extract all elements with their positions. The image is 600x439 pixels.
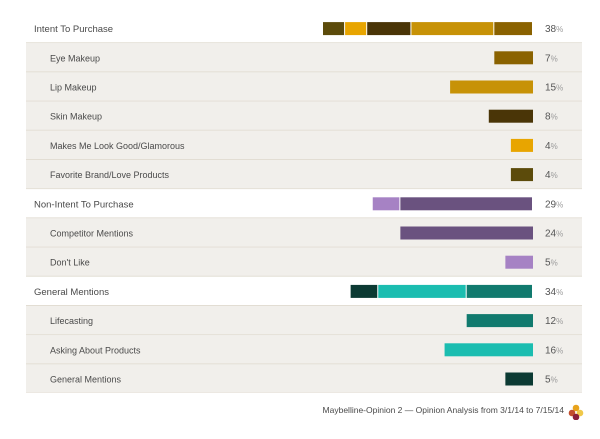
group-label: General Mentions — [34, 287, 109, 298]
bar — [505, 372, 533, 386]
value-number: 5 — [545, 258, 551, 269]
value-number: 5 — [545, 375, 551, 386]
sub-row-background — [26, 43, 582, 73]
logo-dot — [572, 404, 580, 412]
stacked-bar-segment — [494, 22, 532, 36]
value-unit: % — [556, 317, 563, 326]
value-label: 5% — [545, 258, 558, 269]
value-unit: % — [551, 259, 558, 268]
opinion-chart-panel: Intent To Purchase 38% Eye Makeup 7% Lip Mak… — [26, 14, 582, 393]
bar — [450, 80, 533, 94]
value-unit: % — [556, 84, 563, 93]
value-label: 4% — [545, 141, 558, 152]
value-label: 24% — [545, 229, 563, 240]
value-unit: % — [556, 346, 563, 355]
value-label: 8% — [545, 112, 558, 123]
category-label: General Mentions — [50, 375, 122, 385]
logo-dot — [572, 413, 580, 420]
value-unit: % — [556, 288, 563, 297]
value-number: 4 — [545, 170, 551, 181]
value-label: 5% — [545, 375, 558, 386]
sub-row-background — [26, 160, 582, 190]
stacked-bar-segment — [411, 22, 494, 36]
bar — [488, 109, 533, 123]
stacked-bar-segment — [400, 197, 532, 211]
stacked-bar-segment — [367, 22, 411, 36]
value-number: 8 — [545, 112, 551, 123]
value-number: 16 — [545, 345, 557, 356]
value-label: 38% — [545, 24, 563, 35]
stacked-bar-segment — [345, 22, 367, 36]
footer-caption: Maybelline-Opinion 2 — Opinion Analysis … — [322, 405, 564, 415]
value-number: 15 — [545, 83, 557, 94]
stacked-bar-segment — [323, 22, 345, 36]
category-label: Lifecasting — [50, 316, 93, 326]
value-label: 12% — [545, 316, 563, 327]
value-unit: % — [551, 54, 558, 63]
category-label: Eye Makeup — [50, 53, 100, 63]
category-label: Don't Like — [50, 258, 90, 268]
value-label: 4% — [545, 170, 558, 181]
value-unit: % — [551, 113, 558, 122]
value-unit: % — [556, 25, 563, 34]
value-label: 16% — [545, 345, 563, 356]
category-label: Lip Makeup — [50, 83, 97, 93]
value-unit: % — [556, 200, 563, 209]
value-number: 29 — [545, 199, 557, 210]
stacked-bar-segment — [378, 284, 466, 298]
sub-row-background — [26, 364, 582, 393]
group-label: Non-Intent To Purchase — [34, 199, 134, 210]
stacked-bar-segment — [466, 284, 532, 298]
bar — [466, 314, 533, 328]
bar — [505, 255, 533, 269]
bar — [444, 343, 533, 357]
bar — [400, 226, 533, 240]
value-number: 38 — [545, 24, 557, 35]
category-label: Favorite Brand/Love Products — [50, 170, 170, 180]
value-unit: % — [551, 142, 558, 151]
category-label: Makes Me Look Good/Glamorous — [50, 141, 185, 151]
logo-dot — [568, 409, 576, 417]
value-label: 7% — [545, 53, 558, 64]
value-number: 34 — [545, 287, 557, 298]
brand-logo-icon — [568, 404, 584, 420]
value-unit: % — [556, 230, 563, 239]
opinion-bar-chart: Intent To Purchase 38% Eye Makeup 7% Lip Mak… — [26, 14, 582, 393]
value-label: 15% — [545, 83, 563, 94]
category-label: Asking About Products — [50, 345, 141, 355]
group-label: Intent To Purchase — [34, 24, 113, 35]
value-number: 7 — [545, 53, 551, 64]
stacked-bar-segment — [350, 284, 378, 298]
bar — [494, 51, 533, 65]
sub-row-background — [26, 247, 582, 277]
stacked-bar-segment — [372, 197, 400, 211]
value-label: 34% — [545, 287, 563, 298]
value-unit: % — [551, 171, 558, 180]
value-number: 4 — [545, 141, 551, 152]
value-unit: % — [551, 376, 558, 385]
value-number: 12 — [545, 316, 557, 327]
value-number: 24 — [545, 229, 557, 240]
bar — [510, 168, 533, 182]
logo-dot — [576, 409, 584, 417]
sub-row-background — [26, 130, 582, 160]
category-label: Competitor Mentions — [50, 229, 134, 239]
value-label: 29% — [545, 199, 563, 210]
category-label: Skin Makeup — [50, 112, 102, 122]
bar — [510, 138, 533, 152]
